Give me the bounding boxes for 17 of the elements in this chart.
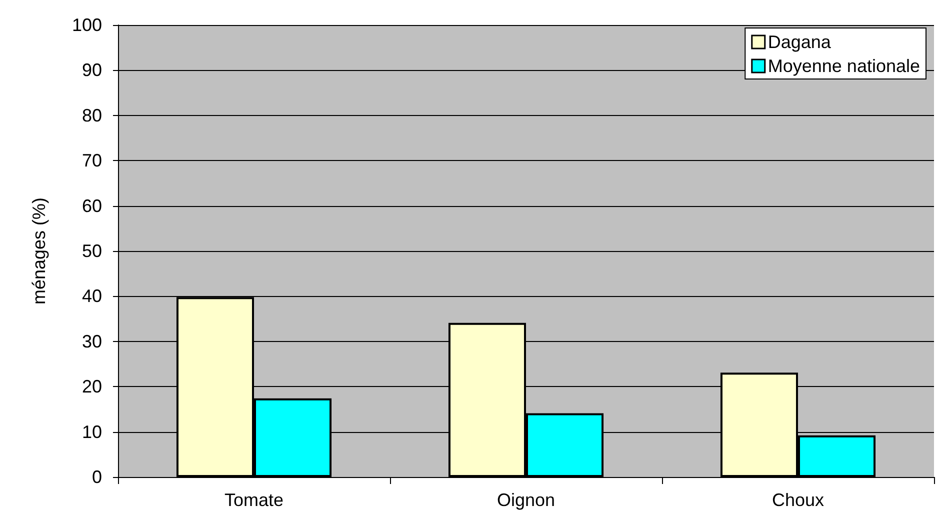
legend-label: Moyenne nationale <box>768 56 920 76</box>
y-tick-label: 70 <box>82 150 102 171</box>
x-tick-label: Choux <box>772 490 824 510</box>
y-tick-label: 20 <box>82 376 102 397</box>
y-tick-label: 100 <box>72 15 102 35</box>
y-tick-label: 30 <box>82 331 102 352</box>
y-tick-label: 0 <box>92 467 102 487</box>
y-tick-label: 90 <box>82 60 102 80</box>
y-tick-label: 80 <box>82 105 102 126</box>
legend-label: Dagana <box>768 32 832 52</box>
x-tick-label: Oignon <box>496 490 556 510</box>
y-tick-label: 40 <box>82 286 102 306</box>
x-tick-label: Tomate <box>224 490 284 510</box>
y-tick-label: 60 <box>82 196 102 216</box>
y-tick-label: 10 <box>82 422 102 442</box>
y-axis-title: ménages (%) <box>29 197 49 305</box>
y-tick-label: 50 <box>82 241 102 261</box>
